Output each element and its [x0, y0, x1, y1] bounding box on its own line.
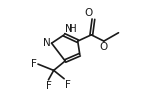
Text: F: F [46, 81, 51, 91]
Text: O: O [85, 8, 93, 18]
Text: F: F [31, 59, 37, 69]
Text: H: H [69, 24, 76, 34]
Text: N: N [43, 38, 51, 48]
Text: O: O [100, 42, 108, 52]
Text: N: N [65, 24, 72, 34]
Text: F: F [65, 80, 71, 90]
